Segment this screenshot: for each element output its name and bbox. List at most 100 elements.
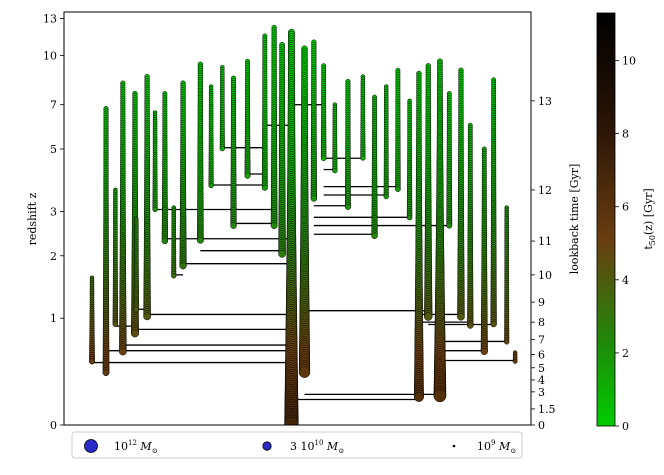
halo-marker xyxy=(446,222,453,229)
halo-marker xyxy=(112,321,119,327)
right-tick-label: 9 xyxy=(538,296,545,309)
legend-entry-medium: 3 1010 M⊙ xyxy=(262,439,344,455)
halo-marker xyxy=(413,391,424,402)
halo-branch xyxy=(480,146,488,356)
halo-marker xyxy=(310,195,318,202)
halo-branch xyxy=(383,84,389,200)
right-tick-label: 4 xyxy=(538,374,545,387)
halo-branch xyxy=(457,67,465,321)
halo-branch xyxy=(196,61,204,244)
halo-branch xyxy=(360,74,366,161)
halo-marker xyxy=(133,306,140,313)
right-tick-label: 10 xyxy=(538,269,552,282)
halo-marker xyxy=(230,222,237,229)
y-tick-label: 5 xyxy=(50,143,57,156)
halo-branch xyxy=(344,78,351,210)
legend-marker-large xyxy=(84,439,98,453)
halo-marker xyxy=(344,203,351,210)
halo-branch xyxy=(504,205,510,345)
halo-branch xyxy=(261,33,268,191)
halo-marker xyxy=(371,232,378,239)
halo-branch xyxy=(133,217,140,313)
halo-marker xyxy=(490,320,497,328)
halo-branch xyxy=(433,58,447,403)
halo-marker xyxy=(88,358,96,365)
right-tick-label: 12 xyxy=(538,184,552,197)
legend-marker-medium xyxy=(262,441,272,451)
halo-marker xyxy=(320,155,327,161)
halo-marker xyxy=(270,222,278,229)
legend-marker-small xyxy=(452,444,456,448)
halo-branch xyxy=(310,39,318,202)
right-axis-label: lookback time [Gyr] xyxy=(568,164,581,275)
halo-marker xyxy=(298,366,311,378)
halo-branch xyxy=(413,70,424,402)
halo-marker xyxy=(152,206,158,213)
legend-label-large: 1012 M⊙ xyxy=(114,439,158,455)
halo-branch xyxy=(230,75,237,229)
halo-branch xyxy=(143,73,151,321)
halo-marker xyxy=(161,237,169,245)
halo-marker xyxy=(179,262,187,270)
halo-branch xyxy=(284,28,299,425)
halo-marker xyxy=(278,249,286,258)
halo-branch xyxy=(424,63,433,321)
halo-branch xyxy=(102,106,110,377)
halo-marker xyxy=(102,369,110,377)
right-tick-label: 0 xyxy=(538,419,545,432)
halo-branch xyxy=(219,64,225,152)
colorbar-label: t50(z) [Gyr] xyxy=(642,188,657,249)
halo-branch xyxy=(320,63,327,161)
halo-branch xyxy=(152,110,158,213)
halo-marker xyxy=(512,358,518,364)
halo-branch xyxy=(171,205,177,279)
halo-marker xyxy=(480,347,488,356)
halo-marker xyxy=(504,339,510,345)
colorbar-tick-label: 2 xyxy=(622,347,629,360)
halo-marker xyxy=(424,312,433,321)
legend-box xyxy=(71,431,523,459)
right-tick-label: 1.5 xyxy=(538,403,556,416)
halo-marker xyxy=(130,329,140,338)
halo-marker xyxy=(171,273,177,279)
y-tick-label: 2 xyxy=(50,250,57,263)
halo-marker xyxy=(360,155,366,161)
right-tick-label: 5 xyxy=(538,362,545,375)
y-axis-ticks: 0 1 2 3 5 7 10 13 xyxy=(43,12,64,432)
halo-branch xyxy=(112,187,119,327)
halo-branch xyxy=(270,24,278,229)
halo-marker xyxy=(119,347,127,356)
halo-marker xyxy=(284,416,299,425)
colorbar xyxy=(596,12,616,427)
halo-branch xyxy=(298,45,311,378)
y-tick-label: 3 xyxy=(50,205,57,218)
halo-branch xyxy=(244,58,251,179)
legend-entry-large: 1012 M⊙ xyxy=(84,439,158,455)
halo-marker xyxy=(383,193,389,200)
halo-marker xyxy=(433,389,447,403)
halo-branch xyxy=(395,67,401,192)
halo-branch xyxy=(512,350,518,364)
halo-branch xyxy=(371,94,378,239)
halo-branch xyxy=(278,41,286,258)
colorbar-tick-label: 4 xyxy=(622,274,629,287)
halo-marker xyxy=(261,184,268,191)
right-tick-label: 7 xyxy=(538,334,545,347)
halo-branch xyxy=(161,91,169,245)
halo-marker xyxy=(143,312,151,321)
halo-branch xyxy=(88,275,96,365)
halo-marker xyxy=(467,322,474,329)
colorbar-tick-label: 0 xyxy=(622,420,629,433)
halo-marker xyxy=(332,168,338,174)
right-tick-label: 3 xyxy=(538,386,545,399)
halo-marker xyxy=(406,214,413,221)
halo-branch xyxy=(208,84,214,189)
colorbar-tick-label: 10 xyxy=(622,55,636,68)
colorbar-tick-label: 6 xyxy=(622,201,629,214)
right-tick-label: 8 xyxy=(538,316,545,329)
y-tick-label: 1 xyxy=(50,312,57,325)
legend: 1012 M⊙ 3 1010 M⊙ 109 M⊙ xyxy=(71,431,523,459)
right-tick-label: 6 xyxy=(538,349,545,362)
halo-marker xyxy=(457,312,465,321)
